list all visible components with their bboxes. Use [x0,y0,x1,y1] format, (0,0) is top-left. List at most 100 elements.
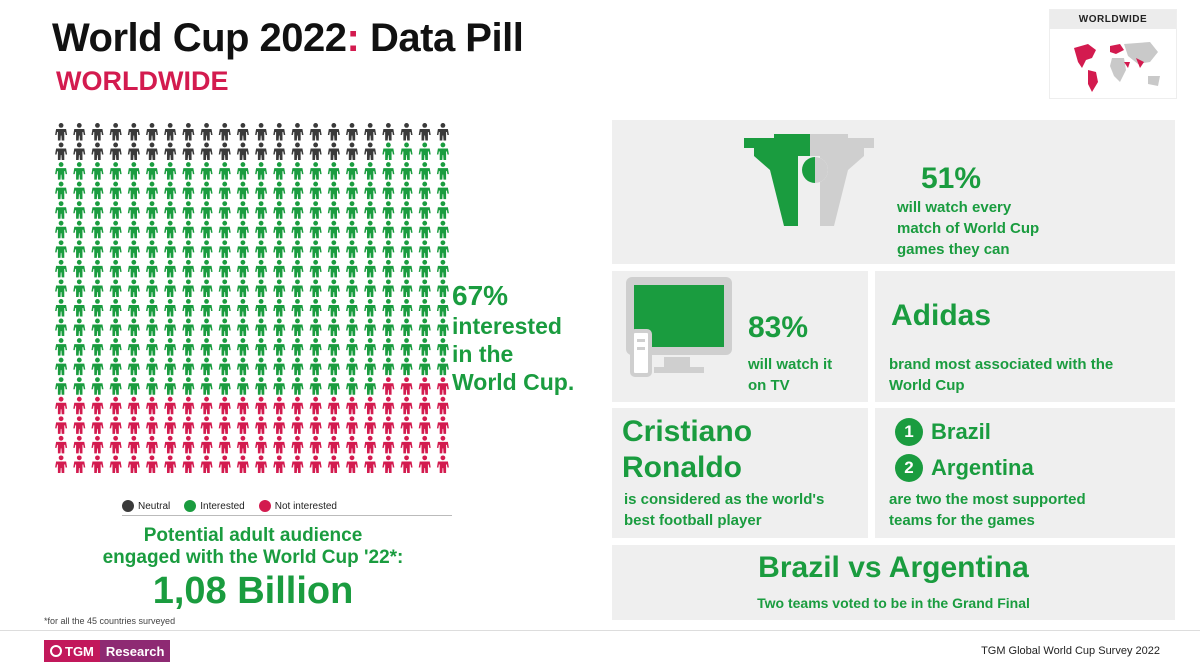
person-icon-interested [236,201,249,219]
person-icon-interested [200,201,213,219]
person-icon-not-interested [146,455,158,473]
person-icon-neutral [91,123,104,141]
player-name-line: Cristiano [622,415,753,448]
logo-text-b: Research [99,640,171,662]
person-icon-interested [364,338,377,356]
person-icon-not-interested [164,396,177,415]
person-icon-interested [291,299,304,317]
person-icon-neutral [418,123,431,141]
person-icon-interested [382,162,395,180]
person-icon-interested [200,279,213,297]
person-icon-interested [346,357,358,376]
person-icon-interested [382,318,395,337]
person-icon-interested [400,318,413,337]
person-icon-interested [382,279,395,297]
person-icon-interested [400,220,413,239]
interested-callout: 67% interested in the World Cup. [452,280,602,396]
person-icon-interested [182,318,195,337]
person-icon-interested [382,240,395,258]
person-icon-interested [218,299,231,317]
person-icon-interested [327,201,340,219]
person-icon-not-interested [291,455,304,473]
person-icon-neutral [164,123,177,141]
person-icon-interested [182,377,195,395]
person-icon-not-interested [236,396,249,415]
person-icon-interested [382,220,395,239]
person-icon-interested [109,259,122,278]
person-icon-not-interested [346,416,358,434]
person-icon-not-interested [291,396,304,415]
people-pictogram [55,123,449,473]
person-icon-interested [400,240,413,258]
person-icon-interested [382,201,395,219]
person-icon-interested [164,220,177,239]
person-icon-interested [309,279,322,297]
player-line: is considered as the world's [624,491,825,508]
person-icon-interested [91,220,104,239]
person-icon-neutral [309,142,322,161]
legend-item-interested: Interested [184,500,245,512]
brand-text: brand most associated with the World Cup [889,354,1113,396]
person-icon-neutral [200,123,213,141]
person-icon-interested [255,201,268,219]
person-icon-not-interested [291,435,304,454]
interested-label-1: interested [452,313,562,339]
interested-label-2: in the [452,341,514,367]
person-icon-not-interested [400,416,413,434]
logo-text-a: TGM [65,643,94,659]
person-icon-neutral [182,123,195,141]
page-title: World Cup 2022: Data Pill [52,16,524,61]
person-icon-interested [73,377,86,395]
person-icon-neutral [309,123,322,141]
person-icon-not-interested [182,416,195,434]
interested-value: 67% [452,280,509,311]
person-icon-interested [236,318,249,337]
person-icon-interested [436,357,449,376]
card-grand-final: Brazil vs Argentina Two teams voted to b… [612,545,1175,620]
person-icon-interested [127,181,140,200]
person-icon-not-interested [146,435,158,454]
person-icon-not-interested [73,416,86,434]
person-icon-interested [109,377,122,395]
person-icon-interested [436,259,449,278]
person-icon-interested [236,279,249,297]
person-icon-interested [127,357,140,376]
logo-circle-icon [50,645,62,657]
person-icon-interested [309,181,322,200]
person-icon-not-interested [200,416,213,434]
person-icon-interested [382,357,395,376]
person-icon-interested [436,162,449,180]
person-icon-interested [255,259,268,278]
person-icon-not-interested [218,455,231,473]
person-icon-neutral [236,123,249,141]
person-icon-neutral [346,123,358,141]
person-icon-interested [382,338,395,356]
person-icon-interested [291,220,304,239]
person-icon-interested [418,279,431,297]
person-icon-interested [418,357,431,376]
person-icon-neutral [182,142,195,161]
person-icon-interested [182,162,195,180]
person-icon-interested [309,357,322,376]
person-icon-interested [327,377,340,395]
teams-line: teams for the games [889,512,1035,529]
person-icon-not-interested [346,435,358,454]
person-icon-not-interested [55,416,68,434]
person-icon-interested [218,338,231,356]
person-icon-interested [182,357,195,376]
person-icon-neutral [109,123,122,141]
person-icon-interested [364,240,377,258]
person-icon-interested [218,357,231,376]
person-icon-not-interested [436,377,449,395]
person-icon-interested [55,299,68,317]
person-icon-not-interested [327,396,340,415]
person-icon-not-interested [273,435,286,454]
person-icon-neutral [273,123,286,141]
person-icon-neutral [146,123,158,141]
person-icon-neutral [200,142,213,161]
person-icon-not-interested [364,416,377,434]
person-icon-interested [200,259,213,278]
person-icon-interested [182,201,195,219]
person-icon-interested [436,220,449,239]
player-line: best football player [624,512,762,529]
